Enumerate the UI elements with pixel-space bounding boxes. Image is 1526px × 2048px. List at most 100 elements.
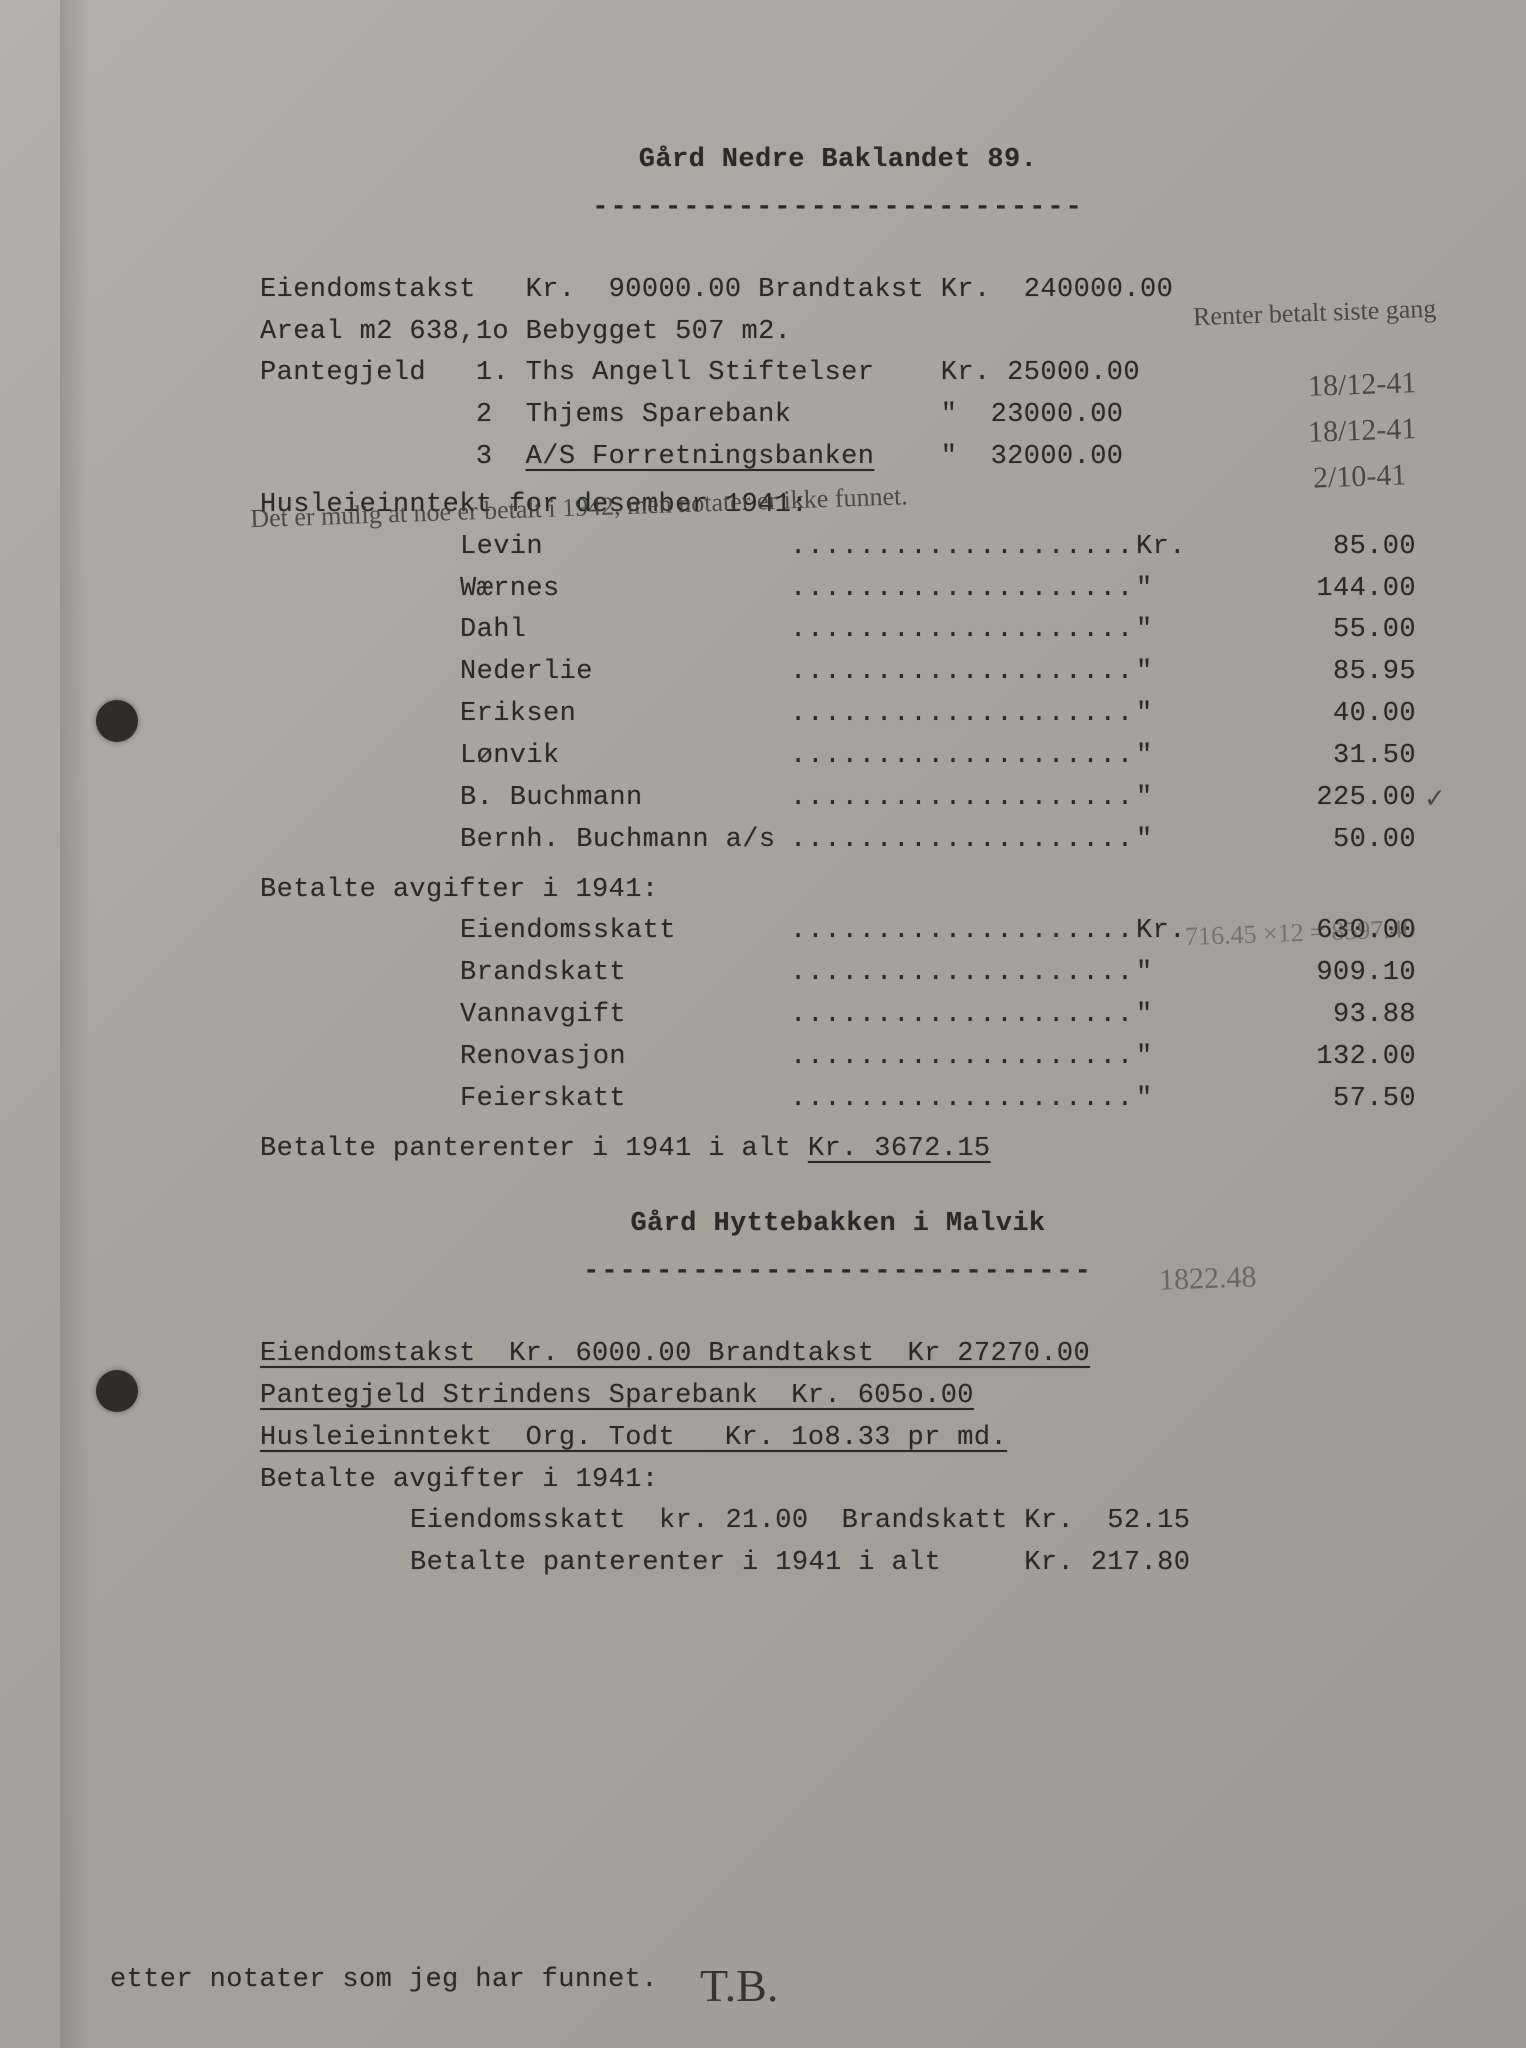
fee-name: Renovasjon — [460, 1037, 790, 1079]
rent-currency: " — [1136, 610, 1216, 652]
interest-label: Betalte panterenter i 1941 i alt — [260, 1134, 808, 1164]
rent-name: Eriksen — [460, 694, 790, 736]
interest-line: Betalte panterenter i 1941 i alt Kr. 367… — [260, 1129, 1416, 1171]
fee-amount: 93.88 — [1216, 995, 1416, 1037]
fee-currency: " — [1136, 953, 1216, 995]
rent-currency: " — [1136, 778, 1216, 820]
rent-currency: " — [1136, 652, 1216, 694]
lien-cur: " — [941, 442, 958, 472]
fee-currency: " — [1136, 995, 1216, 1037]
lien-cur: Kr. — [941, 358, 991, 388]
fee-amount: 132.00 — [1216, 1037, 1416, 1079]
fee-name: Vannavgift — [460, 995, 790, 1037]
fee-currency: " — [1136, 1079, 1216, 1121]
annotation-date: 18/12-41 — [1307, 368, 1416, 402]
lien-idx: 2 — [476, 400, 493, 430]
lien-amount: 23000.00 — [991, 400, 1124, 430]
rent-name: Lønvik — [460, 736, 790, 778]
lien-name: Ths Angell Stiftelser — [526, 358, 875, 388]
leader-dots — [790, 911, 1136, 953]
document-page: Gård Nedre Baklandet 89. ---------------… — [0, 0, 1526, 2048]
rent-currency: " — [1136, 820, 1216, 862]
leader-dots — [790, 527, 1136, 569]
rent-row: Levin Kr.85.00 — [260, 527, 1416, 569]
lien-name: A/S Forretningsbanken — [526, 442, 875, 472]
leader-dots — [790, 820, 1136, 862]
lien-name: Thjems Sparebank — [526, 400, 792, 430]
leader-dots — [790, 1079, 1136, 1121]
leader-dots — [790, 694, 1136, 736]
p2-interest-line: Betalte panterenter i 1941 i alt Kr. 217… — [260, 1543, 1416, 1585]
punch-hole-icon — [96, 1370, 138, 1412]
rent-amount: 50.00 — [1216, 820, 1416, 862]
eiendomstakst-value: Kr. 90000.00 — [526, 275, 742, 305]
annotation-interest-pencil: 1822.48 — [1158, 1262, 1256, 1295]
rent-currency: " — [1136, 736, 1216, 778]
rent-row: Nederlie "85.95 — [260, 652, 1416, 694]
lien-row: 2 Thjems Sparebank " 23000.00 — [260, 395, 1416, 437]
lien-idx: 3 — [476, 442, 493, 472]
leader-dots — [790, 953, 1136, 995]
lien-idx: 1. — [476, 358, 509, 388]
lien-cur: " — [941, 400, 958, 430]
fees-header: Betalte avgifter i 1941: — [260, 870, 1416, 912]
rent-amount: 31.50 — [1216, 736, 1416, 778]
rent-currency: " — [1136, 694, 1216, 736]
rent-currency: " — [1136, 569, 1216, 611]
rent-name: Levin — [460, 527, 790, 569]
fee-row: Brandskatt "909.10 — [260, 953, 1416, 995]
rent-name: Dahl — [460, 610, 790, 652]
rent-name: Wærnes — [460, 569, 790, 611]
footer-initials: T.B. — [700, 1959, 778, 2012]
fee-currency: " — [1136, 1037, 1216, 1079]
rent-name: Nederlie — [460, 652, 790, 694]
leader-dots — [790, 569, 1136, 611]
leader-dots — [790, 652, 1136, 694]
p2-fees-header: Betalte avgifter i 1941: — [260, 1460, 1416, 1502]
title-underline: --------------------------- — [260, 188, 1416, 230]
rent-row: Dahl "55.00 — [260, 610, 1416, 652]
rent-row: Eriksen "40.00 — [260, 694, 1416, 736]
rent-amount: 85.00 — [1216, 527, 1416, 569]
rent-amount: 40.00 — [1216, 694, 1416, 736]
fee-amount: 57.50 — [1216, 1079, 1416, 1121]
rent-name: Bernh. Buchmann a/s — [460, 820, 790, 862]
annotation-checkmark-icon: ✓ — [1424, 786, 1447, 813]
rent-name: B. Buchmann — [460, 778, 790, 820]
p2-fees-line: Eiendomsskatt kr. 21.00 Brandskatt Kr. 5… — [260, 1501, 1416, 1543]
rent-row: B. Buchmann "225.00 — [260, 778, 1416, 820]
pantegjeld-block: Pantegjeld 1. Ths Angell Stiftelser Kr. … — [260, 353, 1416, 395]
rent-currency: Kr. — [1136, 527, 1216, 569]
leader-dots — [790, 736, 1136, 778]
fee-name: Eiendomsskatt — [460, 911, 790, 953]
fee-name: Feierskatt — [460, 1079, 790, 1121]
rent-amount: 55.00 — [1216, 610, 1416, 652]
lien-amount: 25000.00 — [1007, 358, 1140, 388]
annotation-date: 18/12-41 — [1307, 414, 1416, 448]
fee-name: Brandskatt — [460, 953, 790, 995]
punch-hole-icon — [96, 700, 138, 742]
rent-amount: 85.95 — [1216, 652, 1416, 694]
interest-value: Kr. 3672.15 — [808, 1134, 991, 1164]
property1-title: Gård Nedre Baklandet 89. — [260, 140, 1416, 182]
rent-row: Bernh. Buchmann a/s "50.00 — [260, 820, 1416, 862]
rent-amount: 225.00 — [1216, 778, 1416, 820]
pantegjeld-label: Pantegjeld — [260, 358, 426, 388]
p2-line1: Eiendomstakst Kr. 6000.00 Brandtakst Kr … — [260, 1334, 1416, 1376]
brandtakst-label: Brandtakst — [758, 275, 924, 305]
property2-title: Gård Hyttebakken i Malvik — [260, 1204, 1416, 1246]
fee-amount: 909.10 — [1216, 953, 1416, 995]
leader-dots — [790, 610, 1136, 652]
lien-amount: 32000.00 — [991, 442, 1124, 472]
footer-note: etter notater som jeg har funnet. — [110, 1960, 658, 2002]
rent-row: Lønvik "31.50 — [260, 736, 1416, 778]
leader-dots — [790, 1037, 1136, 1079]
fee-row: Renovasjon "132.00 — [260, 1037, 1416, 1079]
brandtakst-value: Kr. 240000.00 — [941, 275, 1173, 305]
leader-dots — [790, 995, 1136, 1037]
fee-row: Feierskatt "57.50 — [260, 1079, 1416, 1121]
rent-row: Wærnes "144.00 — [260, 569, 1416, 611]
fee-row: Vannavgift "93.88 — [260, 995, 1416, 1037]
eiendomstakst-label: Eiendomstakst — [260, 275, 476, 305]
rent-amount: 144.00 — [1216, 569, 1416, 611]
